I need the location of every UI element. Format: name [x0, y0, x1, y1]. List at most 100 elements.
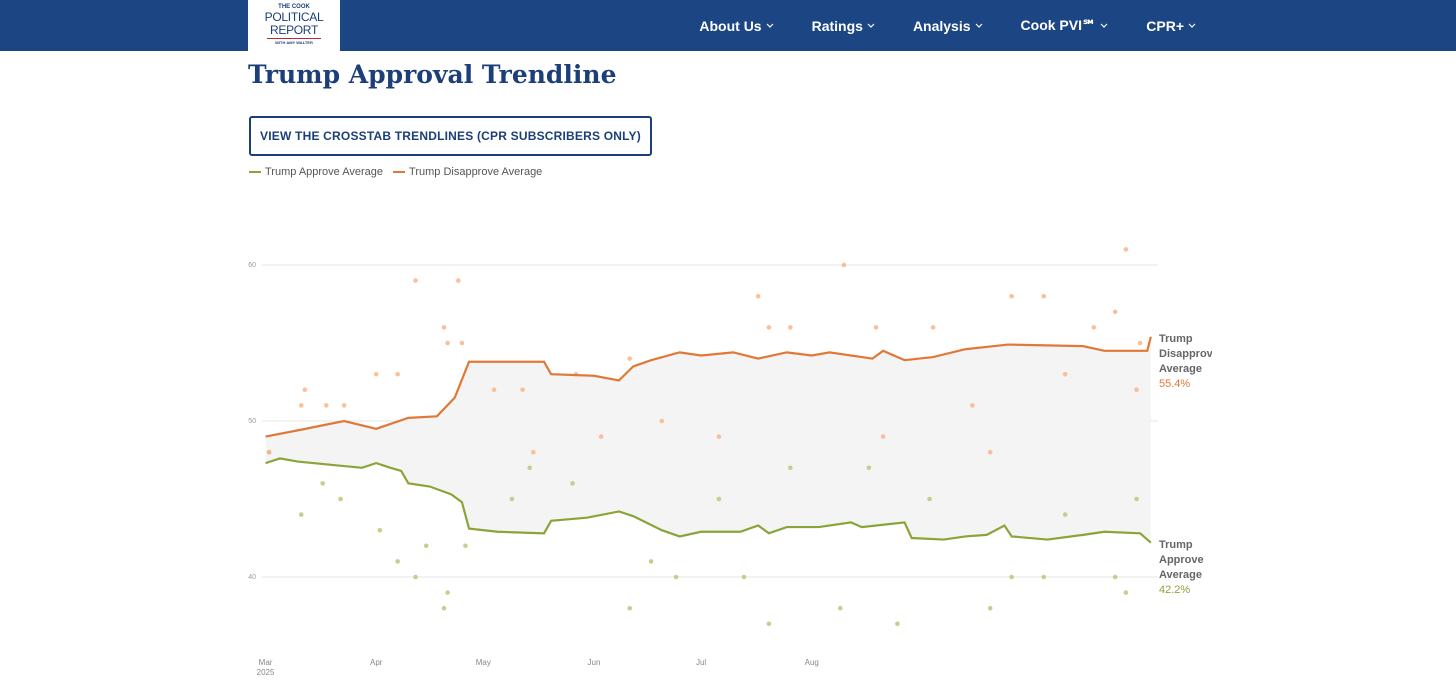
chevron: [1100, 23, 1108, 28]
x-tick-label: Apr: [369, 658, 383, 667]
logo-text: POLITICAL: [264, 10, 324, 24]
x-tick-label: Mar 2025: [256, 658, 275, 677]
poll-point: [377, 527, 383, 533]
poll-point: [266, 449, 272, 455]
nav-item[interactable]: About Us: [699, 17, 774, 34]
nav-item-label: About Us: [699, 17, 762, 34]
poll-point: [1062, 371, 1068, 377]
poll-point: [598, 434, 604, 439]
poll-point: [930, 325, 936, 330]
poll-point: [716, 434, 722, 439]
nav-menu: About Us Ratings Analysis Cook PVI℠ CPR+: [699, 0, 1196, 51]
poll-point: [1009, 574, 1014, 580]
average-line: [265, 457, 1152, 544]
poll-point: [491, 387, 497, 393]
poll-point: [970, 403, 975, 408]
x-tick-label: May: [475, 658, 491, 667]
poll-point: [873, 325, 879, 330]
poll-point: [788, 325, 793, 330]
poll-point: [659, 418, 665, 424]
crosstab-button[interactable]: VIEW THE CROSSTAB TRENDLINES (CPR SUBSCR…: [249, 116, 652, 156]
nav-item[interactable]: CPR+: [1146, 18, 1196, 34]
poll-point: [570, 481, 575, 486]
poll-point: [463, 543, 468, 549]
end-label-name: Trump Approve Average: [1159, 538, 1204, 581]
poll-point: [413, 278, 418, 283]
logo[interactable]: THE COOK POLITICAL REPORT WITH AMY WALTE…: [248, 0, 340, 51]
logo-text: THE COOK: [278, 4, 310, 10]
poll-point: [627, 356, 632, 361]
end-label-value: 42.2%: [1159, 583, 1191, 596]
poll-point: [341, 403, 347, 408]
poll-point: [323, 403, 329, 408]
poll-point: [413, 574, 418, 580]
poll-point: [837, 605, 843, 611]
legend-item: Trump Approve Average: [249, 166, 383, 178]
poll-point: [373, 371, 379, 377]
nav-item-label: Analysis: [912, 17, 971, 34]
poll-point: [627, 605, 632, 611]
poll-point: [302, 387, 308, 393]
legend-item: Trump Disapprove Average: [393, 166, 542, 178]
poll-point: [1041, 574, 1047, 580]
poll-point: [1112, 574, 1118, 580]
poll-point: [1123, 590, 1129, 595]
logo-text: REPORT: [270, 23, 318, 37]
poll-point: [1137, 340, 1143, 346]
poll-point: [673, 574, 679, 580]
poll-point: [766, 621, 772, 627]
end-label: Trump Disapprove Average 55.4%: [1159, 332, 1212, 392]
legend: Trump Approve Average Trump Disapprove Av…: [249, 166, 542, 178]
poll-point: [1134, 387, 1139, 393]
poll-point: [298, 403, 304, 408]
nav-item-label: Cook PVI℠: [1020, 17, 1097, 33]
legend-label: Trump Disapprove Average: [409, 166, 543, 178]
poll-point: [880, 434, 886, 439]
poll-point: [927, 496, 932, 502]
poll-point: [530, 449, 536, 455]
poll-point: [395, 371, 400, 377]
poll-point: [755, 293, 761, 299]
nav-item[interactable]: Cook PVI℠: [1021, 17, 1109, 34]
poll-point: [1112, 309, 1118, 315]
end-label-value: 55.4%: [1159, 377, 1191, 390]
page-title: Trump Approval Trendline: [248, 60, 617, 89]
poll-point: [648, 559, 654, 564]
poll-point: [866, 465, 872, 471]
y-tick-label: 50: [248, 418, 256, 425]
poll-point: [716, 496, 722, 502]
logo-text: WITH AMY WALTER: [275, 40, 313, 45]
end-label: Trump Approve Average 42.2%: [1159, 538, 1212, 598]
poll-point: [423, 543, 429, 549]
average-line: [265, 336, 1152, 438]
poll-point: [987, 449, 993, 455]
poll-point: [456, 278, 461, 283]
y-tick-label: 40: [248, 574, 256, 581]
average-band: [265, 336, 1151, 543]
nav-item[interactable]: Analysis: [913, 18, 983, 34]
poll-point: [320, 481, 325, 486]
chevron: [867, 23, 875, 28]
poll-point: [1062, 512, 1068, 517]
poll-point: [338, 496, 343, 502]
nav-item[interactable]: Ratings: [812, 18, 875, 34]
y-tick-label: 60: [248, 262, 256, 269]
poll-point: [1134, 496, 1139, 502]
poll-point: [741, 574, 747, 580]
legend-label: Trump Approve Average: [265, 166, 384, 178]
poll-point: [788, 465, 793, 471]
poll-point: [459, 340, 465, 346]
poll-point: [1009, 293, 1014, 299]
poll-point: [1091, 325, 1097, 330]
poll-point: [298, 512, 304, 517]
poll-point: [445, 590, 450, 595]
chevron: [975, 23, 982, 28]
legend-swatch: [393, 171, 406, 173]
poll-point: [766, 325, 772, 330]
poll-point: [441, 325, 447, 330]
poll-point: [520, 387, 525, 393]
chevron: [766, 23, 774, 28]
logo-rule: [267, 38, 321, 39]
